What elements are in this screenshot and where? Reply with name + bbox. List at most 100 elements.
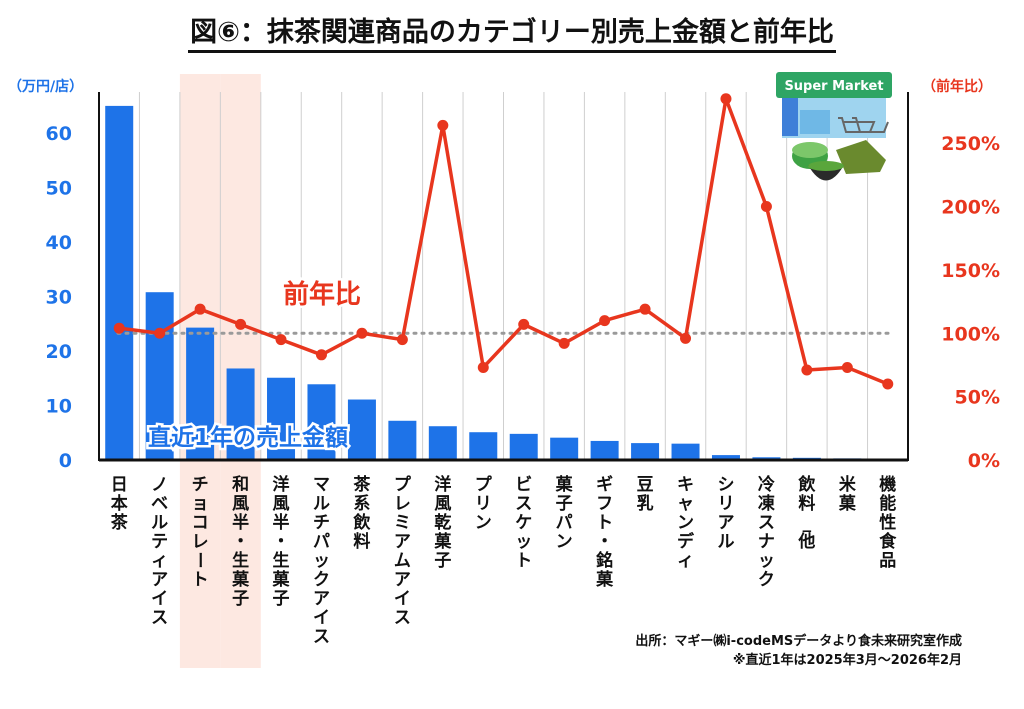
category-label-char: 菓 (433, 532, 452, 552)
category-label-char: ョ (192, 494, 209, 514)
bar (347, 399, 376, 460)
category-label-char: ム (394, 551, 411, 571)
category-label-char: 銘 (596, 550, 613, 571)
category-label: プリン (475, 474, 493, 533)
category-label-char: ッ (515, 532, 532, 552)
right-tick-label: 100% (941, 323, 1000, 345)
category-label: ギフト・銘菓 (595, 475, 614, 590)
category-label-char: ン (677, 513, 694, 533)
category-label-char: _ (803, 513, 812, 533)
yoy-point (396, 334, 408, 346)
category-label: 豆乳 (637, 475, 654, 514)
yoy-point (194, 303, 206, 315)
category-label-char: シ (717, 475, 734, 495)
category-label-char: ィ (677, 551, 694, 571)
category-label-char: 子 (556, 494, 573, 514)
category-label-char: 洋 (273, 474, 290, 495)
source-line-2: ※直近1年は2025年3月～2026年2月 (732, 653, 962, 668)
category-label-char: フ (596, 494, 613, 514)
category-label-char: 本 (111, 493, 128, 514)
category-label-char: イ (313, 608, 330, 628)
category-label-char: ケ (515, 513, 532, 533)
axes (98, 92, 909, 462)
annotation-yoy: 前年比 (283, 279, 361, 310)
category-label-char: 料 (353, 531, 370, 552)
yoy-point (154, 327, 166, 339)
matcha-powder-icon (836, 140, 886, 174)
right-tick-label: 250% (941, 133, 1000, 155)
yoy-point (477, 361, 489, 373)
category-label-char: ン (556, 532, 573, 552)
category-label-char: 和 (232, 475, 249, 495)
category-label-char: ス (758, 513, 775, 533)
category-label-char: 菓 (272, 570, 291, 590)
yoy-point (882, 378, 894, 390)
supermarket-illustration: Super Market (776, 72, 892, 181)
category-label-char: 洋 (434, 474, 451, 495)
left-tick-label: 20 (46, 341, 72, 363)
source-note: 出所：マギー㈱i-codeMSデータより食未来研究室作成 ※直近1年は2025年… (590, 632, 962, 670)
category-label-char: 他 (797, 531, 815, 552)
matcha-cake-top (792, 142, 828, 158)
category-label-char: 風 (273, 494, 290, 514)
category-label: 米菓 (838, 474, 857, 514)
bar (186, 327, 215, 460)
category-label-char: ・ (596, 532, 613, 552)
category-label-char: チ (192, 475, 209, 495)
bar (671, 443, 700, 460)
category-label-char: 日 (111, 475, 128, 495)
category-label-char: ス (394, 608, 411, 628)
category-label-char: パ (313, 532, 330, 552)
category-labels: 日本茶ノベルティアイスチョコレート和風半・生菓子洋風半・生菓子マルチパックアイス… (111, 474, 898, 647)
category-label-char: リ (475, 494, 492, 514)
category-label-char: 飲 (797, 474, 816, 495)
annotation-sales: 直近1年の売上金額 (148, 424, 348, 451)
yoy-line (119, 97, 889, 386)
yoy-point (680, 332, 692, 344)
left-tick-label: 40 (46, 232, 72, 254)
category-label-char: ル (313, 494, 330, 514)
category-label-char: 性 (879, 512, 896, 533)
bar (105, 105, 134, 461)
yoy-point (235, 318, 247, 330)
bar (388, 420, 417, 460)
category-label-char: 半 (232, 512, 249, 533)
category-label-char: 冷 (758, 474, 775, 495)
bar (711, 455, 740, 460)
store-sign (776, 72, 892, 98)
yoy-point (760, 201, 772, 213)
category-label-char: 系 (353, 494, 370, 514)
yoy-point (599, 315, 611, 327)
category-label-char: ア (394, 532, 411, 552)
category-label-char: ア (151, 570, 168, 590)
category-label-char: ス (313, 627, 330, 647)
yoy-point (113, 322, 125, 334)
category-label-char: ト (515, 551, 532, 571)
right-tick-label: 150% (941, 260, 1000, 282)
category-label-char: 能 (879, 493, 896, 514)
category-label-char: ア (717, 513, 734, 533)
category-label-char: 茶 (353, 474, 371, 495)
category-label-char: 子 (232, 589, 249, 609)
store-window (800, 110, 830, 134)
bar (226, 368, 255, 460)
category-label: 飲料_他 (797, 474, 816, 552)
category-label-char: ビ (515, 475, 532, 495)
source-line-1: 出所：マギー㈱i-codeMSデータより食未来研究室作成 (635, 634, 962, 649)
category-label-char: ア (394, 570, 411, 590)
category-label-char: プ (475, 474, 493, 495)
category-label-char: 半 (273, 512, 290, 533)
category-label-char: ッ (758, 551, 775, 571)
category-label: 和風半・生菓子 (231, 475, 250, 609)
tick-labels: 0 10 20 30 40 50 60 0% 50% 100% 150% 200% 250% (46, 123, 1000, 472)
category-label-char: コ (192, 513, 209, 533)
